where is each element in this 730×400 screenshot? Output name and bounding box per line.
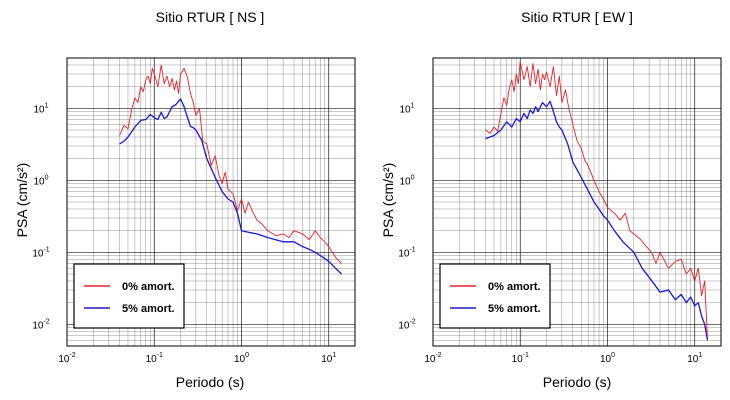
chart-panel-ew: Sitio RTUR [ EW ] Periodo (s) PSA (cm/s²…	[380, 9, 722, 390]
legend-label: 5% amort.	[488, 303, 541, 315]
y-axis-label: PSA (cm/s²)	[380, 163, 396, 238]
x-axis-label: Periodo (s)	[176, 374, 244, 390]
x-tick-label: 101	[321, 352, 336, 365]
chart-title: Sitio RTUR [ EW ]	[521, 9, 633, 25]
y-tick-label: 10-1	[32, 246, 49, 259]
y-tick-label: 10-1	[398, 246, 415, 259]
y-tick-label: 100	[33, 174, 48, 187]
y-tick-label: 101	[399, 102, 414, 115]
y-tick-label: 10-2	[32, 318, 49, 331]
y-tick-label: 100	[399, 174, 414, 187]
x-axis-label: Periodo (s)	[543, 374, 611, 390]
x-tick-label: 10-2	[58, 352, 75, 365]
chart-panel-ns: Sitio RTUR [ NS ] Periodo (s) PSA (cm/s²…	[14, 9, 356, 390]
chart-title: Sitio RTUR [ NS ]	[156, 9, 265, 25]
y-tick-label: 10-2	[398, 318, 415, 331]
legend-box	[439, 263, 551, 329]
legend-label: 0% amort.	[488, 281, 541, 293]
legend: 0% amort. 5% amort.	[439, 263, 551, 329]
x-tick-label: 100	[234, 352, 249, 365]
x-tick-label: 10-1	[146, 352, 163, 365]
series-line-0-percent	[485, 60, 708, 341]
x-tick-label: 10-1	[512, 352, 529, 365]
y-axis-label: PSA (cm/s²)	[14, 163, 30, 238]
legend: 0% amort. 5% amort.	[73, 263, 185, 329]
legend-box	[73, 263, 185, 329]
series-line-0-percent	[119, 64, 342, 264]
legend-label: 0% amort.	[122, 281, 175, 293]
legend-label: 5% amort.	[122, 303, 175, 315]
series-line-5-percent	[485, 100, 709, 341]
x-tick-label: 101	[687, 352, 702, 365]
series-line-5-percent	[119, 98, 342, 275]
x-tick-label: 10-2	[424, 352, 441, 365]
y-tick-label: 101	[33, 102, 48, 115]
x-tick-label: 100	[600, 352, 615, 365]
y-gridlines	[67, 57, 355, 347]
